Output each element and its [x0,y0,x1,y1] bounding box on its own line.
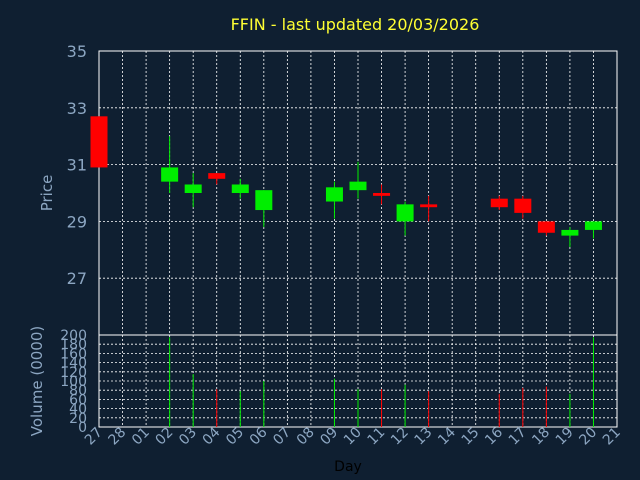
candle-body [255,190,273,211]
volume-y-tick-label: 20 [69,411,87,427]
volume-y-tick-label: 80 [69,383,87,399]
price-y-tick-label: 33 [67,99,87,118]
volume-y-tick-label: 60 [69,392,87,408]
x-tick-label: 18 [529,425,553,449]
x-tick-label: 12 [388,425,412,449]
x-tick-label: 17 [506,425,530,449]
x-tick-label: 04 [200,424,224,448]
candle-body [561,229,579,236]
volume-bar-series [169,337,594,427]
volume-y-tick-label: 120 [60,365,87,381]
candle-body [396,204,414,222]
price-y-tick-label: 29 [67,212,87,231]
candle-body [231,184,249,193]
candle-body [90,116,108,168]
x-tick-label: 07 [270,425,294,449]
volume-y-tick-label: 100 [60,374,87,390]
x-tick-label: 01 [129,425,153,449]
x-ticks: 27 28 01 02 03 04 05 06 07 08 09 10 11 12 13 14 15 16 17 18… [82,424,624,448]
volume-y-tick-label: 200 [60,328,87,344]
price-y-ticks: 27 29 31 33 35 [67,42,87,288]
candle-body [325,187,343,202]
candle-body [514,198,532,213]
x-tick-label: 20 [576,425,600,449]
candle-body [184,184,202,193]
price-axis-label: Price [38,175,56,212]
volume-y-tick-label: 180 [60,337,87,353]
candle-body [208,173,226,179]
candle-body [373,193,391,196]
x-axis-label: Day [334,459,362,475]
volume-y-tick-label: 40 [69,402,87,418]
x-tick-label: 19 [553,425,577,449]
x-tick-label: 10 [341,425,365,449]
volume-y-tick-label: 160 [60,346,87,362]
candle-body [161,167,179,182]
volume-y-tick-label: 0 [78,420,87,436]
x-tick-label: 02 [153,425,177,449]
volume-y-tick-label: 140 [60,356,87,372]
x-tick-label: 14 [435,424,459,448]
x-tick-label: 06 [247,424,271,448]
x-tick-label: 08 [294,425,318,449]
x-tick-label: 28 [105,425,129,449]
price-y-tick-label: 27 [67,269,87,288]
price-y-tick-label: 31 [67,156,87,175]
x-tick-label: 05 [223,425,247,449]
x-tick-label: 11 [364,425,388,449]
x-tick-label: 15 [459,425,483,449]
chart-title: FFIN - last updated 20/03/2026 [231,15,480,34]
candle-body [537,221,555,233]
candle-body [420,204,438,208]
x-tick-label: 21 [600,425,624,449]
volume-axis-label: Volume (0000) [28,326,46,436]
price-y-tick-label: 35 [67,42,87,61]
candle-body [490,198,508,208]
candle-body [584,221,602,230]
x-tick-label: 09 [317,425,341,449]
x-tick-label: 16 [482,424,506,448]
x-tick-label: 13 [412,425,436,449]
x-tick-label: 03 [176,425,200,449]
candlestick-series [90,116,602,247]
candle-body [349,181,367,191]
